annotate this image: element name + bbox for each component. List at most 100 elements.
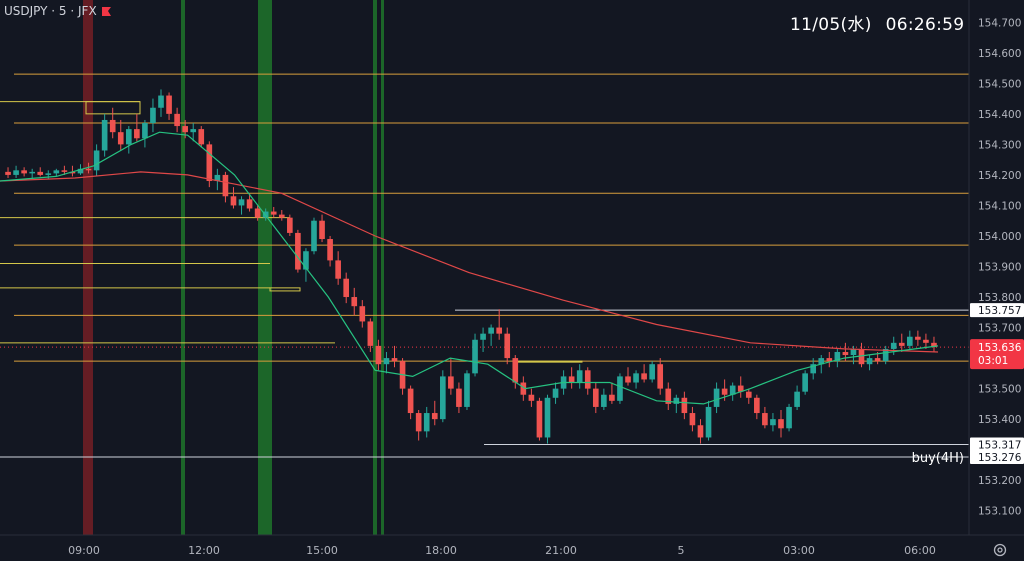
candle-body — [923, 339, 929, 343]
settings-gear-icon[interactable] — [992, 542, 1008, 558]
candle — [440, 370, 446, 423]
candle-body — [335, 260, 341, 279]
candle — [287, 214, 293, 236]
candle — [464, 370, 470, 410]
price-tick-label: 154.100 — [978, 200, 1021, 212]
time-tick-label: 06:00 — [904, 544, 936, 557]
candle-body — [448, 376, 454, 389]
candle-body — [818, 358, 825, 365]
candle-body — [633, 373, 639, 383]
candle — [222, 171, 229, 203]
candle — [762, 406, 768, 429]
candle — [303, 248, 309, 282]
candle — [311, 217, 317, 255]
candle — [166, 92, 172, 120]
countdown-text: 03:01 — [978, 355, 1008, 367]
candle — [649, 361, 655, 383]
candle-body — [794, 391, 800, 407]
time-tick-label: 03:00 — [783, 544, 815, 557]
candle — [230, 187, 237, 209]
flag-icon[interactable] — [101, 6, 112, 17]
candle — [657, 358, 664, 395]
candle — [882, 345, 889, 365]
price-tick-label: 154.500 — [978, 78, 1021, 90]
candle-body — [117, 132, 124, 145]
candle-body — [85, 168, 92, 171]
candle-body — [198, 129, 205, 145]
candle — [431, 400, 438, 426]
price-axis[interactable]: 154.700 154.600 154.500 154.400 154.300 154.2… — [978, 17, 1021, 517]
time-tick-label: 12:00 — [188, 544, 220, 557]
candle-body — [528, 394, 535, 401]
price-tag-text: 153.276 — [978, 452, 1022, 464]
candle — [665, 382, 672, 410]
candle-body — [29, 171, 35, 174]
candle — [278, 210, 285, 221]
candle — [802, 370, 808, 395]
candle — [745, 388, 752, 404]
candle-body — [842, 351, 849, 356]
candle — [713, 382, 720, 414]
candle — [254, 205, 261, 221]
candle-body — [504, 333, 511, 359]
candle — [584, 367, 591, 395]
candle-body — [109, 119, 116, 133]
candle-body — [601, 394, 607, 407]
candle — [367, 318, 374, 352]
candle-body — [488, 327, 494, 334]
candle-body — [657, 364, 664, 389]
candle-body — [93, 150, 100, 171]
candle-body — [367, 321, 374, 346]
candle-body — [45, 173, 52, 175]
symbol-legend[interactable]: USDJPY · 5 · JFX — [4, 4, 112, 18]
vertical-band — [181, 0, 185, 535]
candle-body — [246, 199, 253, 209]
candle-body — [238, 199, 245, 206]
candle — [198, 126, 205, 148]
candle — [834, 348, 841, 368]
candle — [45, 170, 52, 180]
time-axis[interactable]: 09:00 12:00 15:00 18:00 21:00 5 03:00 06:00 — [68, 544, 936, 557]
candle — [69, 165, 76, 177]
candle — [134, 113, 140, 142]
candle — [898, 333, 905, 352]
candle — [866, 355, 873, 371]
candle-body — [21, 170, 27, 174]
candle — [923, 333, 929, 349]
candle — [729, 382, 736, 401]
candle-body — [737, 385, 744, 392]
candle-body — [866, 358, 873, 365]
candle-body — [858, 348, 865, 365]
candle-body — [174, 113, 180, 127]
candle-body — [576, 370, 583, 383]
candle — [778, 409, 784, 438]
time-tick-label: 15:00 — [306, 544, 338, 557]
price-tick-label: 153.200 — [978, 475, 1021, 487]
candle — [907, 330, 913, 349]
candle — [689, 406, 696, 432]
candle-body — [617, 376, 623, 401]
candle — [343, 272, 350, 304]
candle-body — [745, 391, 752, 398]
candle — [335, 251, 341, 285]
candle — [625, 367, 631, 386]
candle-body — [915, 336, 921, 340]
candle-body — [625, 376, 631, 383]
price-tick-label: 154.300 — [978, 139, 1021, 151]
candle-body — [166, 95, 172, 114]
candle — [617, 373, 623, 404]
candle-body — [295, 232, 301, 270]
candle — [85, 162, 92, 174]
candle-body — [77, 168, 84, 174]
candle — [246, 193, 253, 212]
candle-body — [536, 400, 543, 438]
candle — [915, 330, 921, 346]
candle — [270, 206, 277, 218]
candle-body — [705, 406, 712, 438]
vertical-band — [258, 0, 272, 535]
candle-body — [834, 351, 841, 362]
candle-body — [882, 348, 889, 362]
candle-body — [512, 358, 519, 383]
